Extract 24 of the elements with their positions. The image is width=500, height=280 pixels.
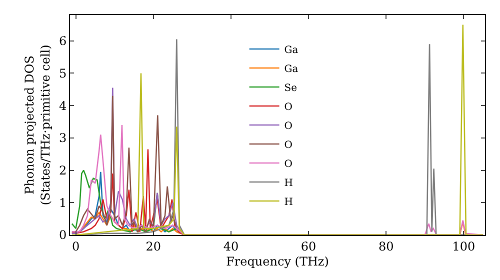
legend-label: Se xyxy=(284,82,298,94)
legend-label: H xyxy=(284,178,294,189)
y-tick-label: 3 xyxy=(58,131,67,146)
legend-label: O xyxy=(284,140,293,151)
y-tick-label: 4 xyxy=(58,98,67,113)
legend-label: O xyxy=(284,120,293,132)
x-tick-label: 100 xyxy=(452,239,476,254)
legend-label: H xyxy=(284,196,294,208)
x-tick-label: 80 xyxy=(378,239,394,254)
y-tick-label: 0 xyxy=(58,228,67,242)
y-tick-label: 5 xyxy=(58,66,67,80)
y-tick-label: 2 xyxy=(58,163,67,178)
legend-label: Ga xyxy=(284,44,298,56)
x-tick-label: 40 xyxy=(223,239,239,254)
y-tick-label: 6 xyxy=(58,34,67,48)
x-tick-label: 60 xyxy=(300,239,316,254)
x-tick-label: 0 xyxy=(72,239,80,254)
legend-label: O xyxy=(284,158,293,170)
legend-label: O xyxy=(284,102,293,113)
y-axis-title: Phonon projected DOS (States/THz·primitive cell) xyxy=(22,44,52,206)
x-tick-label: 20 xyxy=(146,239,162,254)
legend-label: Ga xyxy=(284,64,298,75)
y-tick-label: 1 xyxy=(58,196,67,210)
x-axis-title: Frequency (THz) xyxy=(226,254,329,268)
